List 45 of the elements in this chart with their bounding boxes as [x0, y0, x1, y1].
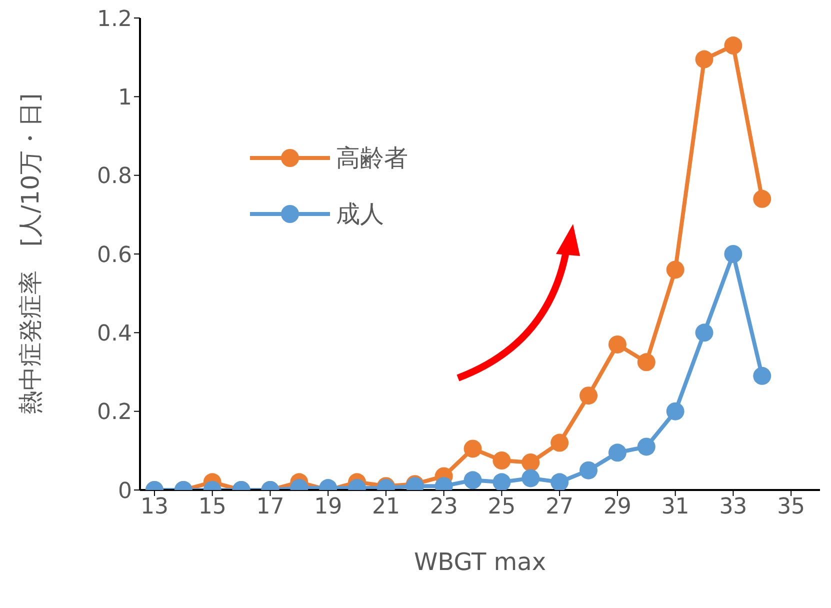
x-tick-label: 33: [719, 494, 748, 520]
point: [608, 444, 626, 462]
x-axis-title: WBGT max: [414, 548, 546, 576]
point: [522, 453, 540, 472]
x-tick-label: 31: [661, 494, 690, 520]
point: [724, 36, 742, 55]
x-tick-label: 21: [372, 494, 400, 520]
point: [580, 386, 598, 405]
point: [666, 402, 684, 420]
point: [637, 353, 656, 372]
point: [580, 461, 598, 480]
x-tick-label: 19: [314, 494, 342, 520]
x-tick-label: 15: [198, 494, 226, 520]
legend-label: 高齢者: [336, 143, 408, 174]
y-tick-label: 0.6: [97, 242, 132, 268]
point: [724, 245, 742, 263]
x-tick-label: 17: [256, 494, 284, 520]
x-tick-label: 13: [140, 494, 168, 520]
y-axis-title: 熱中症発症率 [人/10万・日]: [16, 93, 45, 415]
point: [550, 473, 569, 490]
x-tick-label: 23: [430, 494, 458, 520]
point: [464, 471, 482, 490]
y-tick-label: 1: [118, 85, 132, 110]
point: [550, 434, 569, 452]
point: [464, 440, 482, 458]
point: [608, 335, 626, 354]
x-tick-label: 27: [546, 494, 574, 520]
y-tick-label: 1.2: [97, 6, 132, 32]
y-tick-label: 0: [118, 478, 132, 504]
point: [522, 469, 540, 488]
y-tick-label: 0.8: [97, 164, 132, 190]
point: [753, 366, 772, 385]
y-tick-label: 0.4: [97, 321, 132, 346]
x-tick-label: 25: [488, 494, 516, 520]
x-tick-label: 35: [777, 494, 806, 520]
point: [637, 438, 656, 456]
point: [492, 473, 511, 490]
point: [753, 190, 772, 208]
point: [695, 324, 714, 342]
point: [666, 260, 684, 279]
x-tick-label: 29: [603, 494, 632, 520]
point: [695, 50, 714, 68]
y-tick-label: 0.2: [97, 400, 132, 426]
point: [492, 452, 511, 470]
legend-label: 成人: [336, 199, 384, 230]
